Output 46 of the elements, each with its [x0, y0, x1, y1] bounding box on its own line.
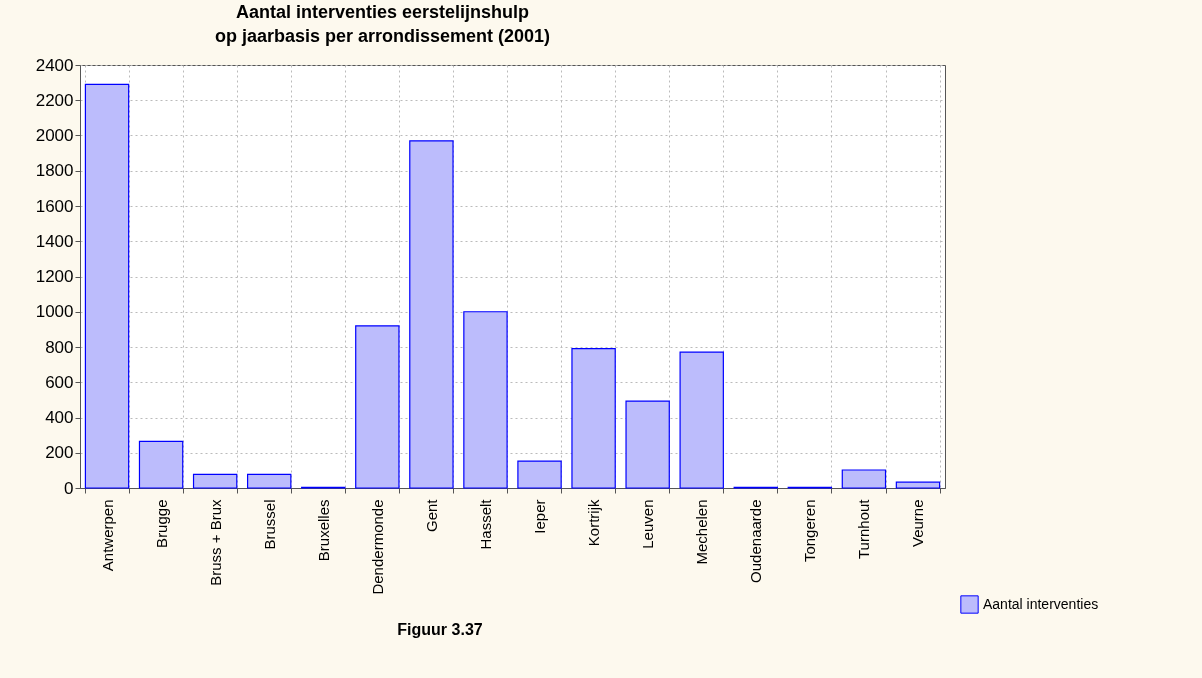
bar: [571, 347, 616, 489]
x-tick-label: Ieper: [531, 499, 549, 534]
y-tick-label: 600: [45, 372, 74, 392]
y-tick-label: 1400: [35, 231, 74, 251]
x-tick-label: Dendermonde: [368, 499, 386, 595]
x-tick-label: Mechelen: [693, 499, 711, 565]
bar: [625, 400, 670, 489]
text: op jaarbasis per arrondissement (2001): [214, 26, 551, 46]
x-tick-label: Tongeren: [801, 499, 819, 563]
y-tick-label: 1600: [35, 196, 74, 216]
bar: [841, 469, 887, 489]
x-tick-label: Gent: [422, 498, 440, 533]
bar: [84, 83, 130, 489]
bar: [463, 311, 508, 489]
y-tick-label: 0: [64, 478, 74, 498]
y-tick-label: 2000: [35, 126, 74, 145]
y-tick-label: 2400: [35, 55, 74, 75]
bar: [355, 325, 400, 489]
y-tick-label: 2200: [35, 90, 74, 110]
x-tick-label: Leuven: [639, 499, 657, 549]
bar: [192, 473, 238, 489]
x-tick-label: Bruxelles: [314, 499, 332, 562]
y-tick-label: 1800: [35, 161, 74, 181]
y-tick-label: 1000: [35, 302, 74, 322]
bar: [895, 481, 941, 489]
bar: [517, 460, 562, 489]
bar: [246, 473, 292, 489]
x-tick-label: Brussel: [260, 499, 278, 550]
y-tick-label: 200: [45, 443, 74, 463]
x-tick-label: Antwerpen: [98, 499, 116, 572]
x-tick-label: Hasselt: [476, 498, 494, 550]
y-tick-label: 400: [45, 408, 74, 427]
x-tick-label: Oudenaarde: [747, 499, 765, 583]
bar: [409, 140, 454, 489]
x-tick-label: Bruss + Brux: [206, 499, 224, 586]
text: Figuur 3.37: [397, 621, 483, 638]
y-tick-label: 800: [45, 337, 74, 357]
y-tick-label: 1200: [35, 267, 74, 286]
x-tick-label: Veurne: [909, 499, 927, 548]
bar: [138, 440, 184, 489]
x-tick-label: Brugge: [152, 499, 170, 548]
legend-label: Aantal interventies: [983, 595, 1099, 612]
x-tick-label: Turnhout: [855, 498, 873, 559]
bar: [679, 351, 724, 489]
x-tick-label: Kortrijk: [585, 499, 603, 547]
text: Aantal interventies eerstelijnshulp: [235, 2, 530, 22]
